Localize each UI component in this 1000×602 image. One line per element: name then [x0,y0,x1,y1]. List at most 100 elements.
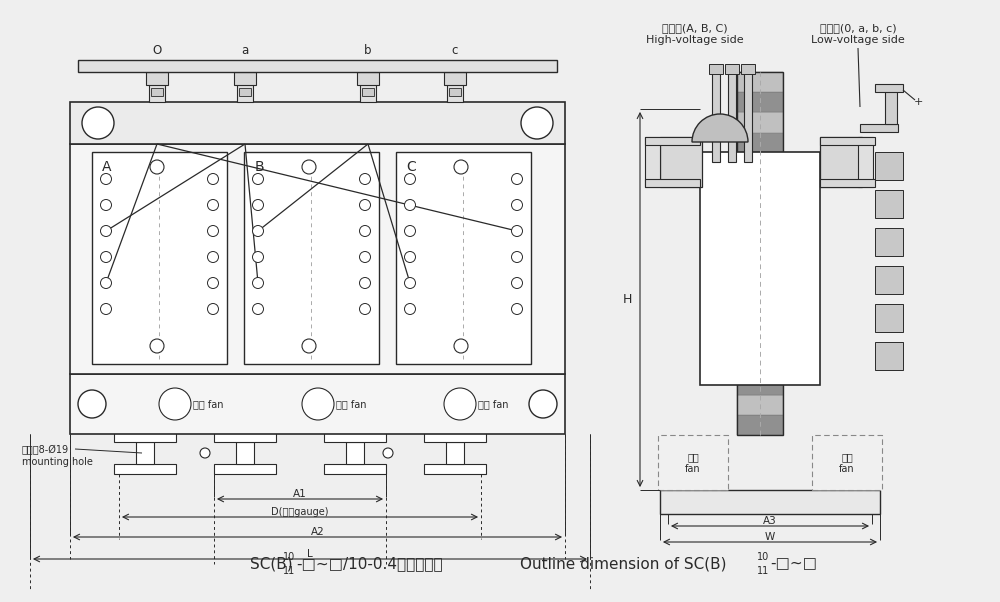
Text: B: B [254,160,264,174]
Bar [360,80,376,102]
Bar [741,64,755,74]
Circle shape [521,107,553,139]
Bar [875,152,903,180]
Circle shape [529,390,557,418]
Circle shape [100,226,112,237]
Text: 11: 11 [283,566,295,576]
Circle shape [150,339,164,353]
Text: 10: 10 [283,552,295,562]
Circle shape [252,199,264,211]
Text: O: O [152,45,162,58]
Bar [875,304,903,332]
Text: 风机 fan: 风机 fan [193,399,224,409]
Bar [737,72,783,92]
Circle shape [208,199,218,211]
Bar [447,80,463,102]
Circle shape [252,173,264,184]
Bar [712,67,720,162]
Bar [737,173,783,193]
Circle shape [360,173,370,184]
Bar [737,395,783,415]
Bar [820,179,875,187]
Text: b: b [364,45,372,58]
Bar [737,294,783,314]
Text: A: A [102,160,112,174]
Circle shape [100,252,112,262]
Bar [234,72,256,85]
Bar [737,153,783,173]
Circle shape [360,303,370,314]
Circle shape [454,339,468,353]
Bar [737,113,783,132]
Bar [114,432,176,442]
Bar [346,442,364,464]
Circle shape [208,226,218,237]
Bar [875,228,903,256]
Circle shape [100,173,112,184]
Bar [324,464,386,474]
Bar [725,64,739,74]
Circle shape [444,388,476,420]
Bar [700,152,820,385]
Bar [737,334,783,355]
Circle shape [208,173,218,184]
Bar [858,137,873,187]
Bar [214,464,276,474]
Text: -□~□: -□~□ [770,556,817,571]
Text: C: C [406,160,416,174]
Bar [737,274,783,294]
Bar [737,132,783,153]
Bar [70,144,565,374]
Circle shape [360,252,370,262]
Bar [737,374,783,395]
Bar [424,464,486,474]
Circle shape [404,226,416,237]
Text: 风机 fan: 风机 fan [336,399,366,409]
Bar [737,193,783,213]
Bar [239,88,251,96]
Circle shape [100,199,112,211]
Circle shape [252,303,264,314]
Text: A2: A2 [311,527,324,537]
Bar [362,88,374,96]
Bar [214,432,276,442]
Circle shape [150,160,164,174]
Bar [737,92,783,113]
Bar [446,442,464,464]
Circle shape [512,199,522,211]
Circle shape [252,252,264,262]
Bar [737,213,783,234]
Circle shape [404,199,416,211]
Bar [709,64,723,74]
Bar [875,342,903,370]
Circle shape [512,226,522,237]
Text: 低压侧(0, a, b, c)
Low-voltage side: 低压侧(0, a, b, c) Low-voltage side [811,23,905,45]
Bar [875,266,903,294]
Bar [114,464,176,474]
Circle shape [360,226,370,237]
Bar [645,137,660,187]
Bar [737,253,783,274]
Text: D(浜距gauge): D(浜距gauge) [271,507,329,517]
Bar [885,89,897,124]
Bar [324,432,386,442]
Bar [860,124,898,132]
Circle shape [404,278,416,288]
Text: SC(B): SC(B) [250,556,293,571]
Circle shape [302,388,334,420]
Bar [149,80,165,102]
Bar [244,152,379,364]
Circle shape [512,278,522,288]
Bar [820,137,862,187]
Bar [237,80,253,102]
Bar [424,432,486,442]
Bar [875,190,903,218]
Bar [136,442,154,464]
Bar [78,60,557,72]
Circle shape [159,388,191,420]
Circle shape [208,303,218,314]
Bar [812,435,882,490]
Circle shape [404,173,416,184]
Circle shape [200,448,210,458]
Bar [728,67,736,162]
